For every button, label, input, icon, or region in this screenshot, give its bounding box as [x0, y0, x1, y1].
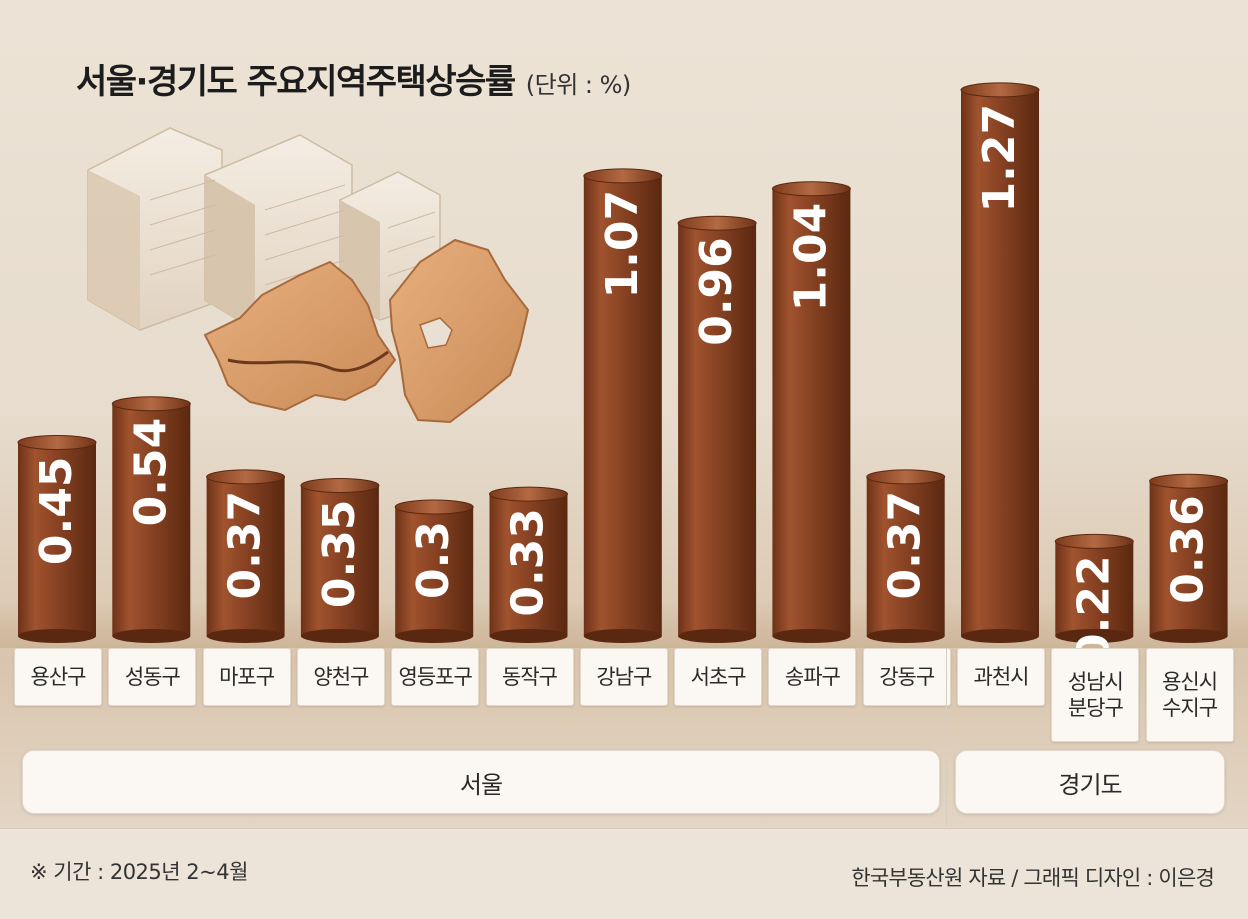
bar-11: 1.27 [960, 82, 1040, 643]
bar-value-label: 1.07 [597, 190, 648, 299]
bar-cap [394, 499, 474, 515]
title-row: 서울·경기도 주요지역주택상승률 (단위 : %) [76, 54, 631, 104]
category-label: 용산구 [14, 648, 102, 706]
seoul-map-icon [203, 260, 397, 412]
bar-cap [206, 469, 286, 485]
bar-value-label: 0.3 [408, 521, 459, 599]
bar-value-label: 0.22 [1068, 555, 1119, 664]
category-label: 용신시 수지구 [1145, 648, 1234, 742]
bar-9: 1.04 [771, 181, 851, 643]
bar-base [961, 629, 1039, 643]
bar-cap [489, 486, 568, 502]
category-label: 서초구 [674, 648, 763, 706]
bar-body [1055, 541, 1134, 636]
gyeonggi-map-icon [388, 238, 530, 424]
bar-value-label: 0.37 [220, 491, 271, 600]
bar-body [583, 175, 662, 636]
bar-body [678, 223, 757, 636]
bar-base [206, 629, 285, 643]
bar-cap [1149, 473, 1229, 489]
group-label-2: 경기도 [955, 750, 1225, 814]
bar-base [395, 629, 474, 643]
bar-body [489, 494, 568, 636]
unit-label: (단위 : %) [525, 71, 632, 99]
bar-base [678, 629, 757, 643]
city-map-illustration [87, 127, 530, 424]
bar-12: 0.22 [1054, 533, 1134, 664]
bar-cap [771, 181, 851, 197]
category-label: 강남구 [579, 648, 668, 706]
bar-base [489, 629, 568, 643]
group-label-1: 서울 [22, 750, 940, 814]
bar-base [18, 629, 96, 643]
category-label: 성남시 분당구 [1051, 648, 1140, 742]
bar-10: 0.37 [866, 469, 946, 643]
bar-4: 0.35 [300, 478, 380, 643]
bar-value-label: 0.36 [1163, 495, 1214, 604]
category-label: 성동구 [108, 648, 197, 706]
bar-cap [960, 82, 1040, 98]
bar-body [866, 476, 945, 636]
bar-body [395, 507, 474, 636]
bar-cap [583, 168, 663, 184]
footer-source: 한국부동산원 자료 / 그래픽 디자인 : 이은경 [851, 866, 1214, 890]
bar-cap [1054, 533, 1134, 549]
bar-value-label: 0.45 [31, 457, 82, 566]
bar-base [300, 629, 379, 643]
group-divider [946, 648, 947, 826]
category-label: 과천시 [957, 648, 1045, 706]
bar-base [866, 629, 945, 643]
bar-cap [17, 435, 97, 450]
bar-base [112, 629, 191, 643]
bar-base [772, 629, 851, 643]
bar-value-label: 0.35 [314, 500, 365, 609]
bar-13: 0.36 [1149, 473, 1229, 643]
bar-5: 0.3 [394, 499, 474, 643]
bar-series: 0.45 0.54 0.37 0.35 0.3 0.33 1.07 0.96 1.04 0.37 1… [17, 82, 1229, 664]
bar-6: 0.33 [489, 486, 568, 643]
footer-band [0, 828, 1248, 919]
bar-body [206, 476, 285, 636]
bar-base [583, 629, 662, 643]
bar-value-label: 1.27 [974, 104, 1025, 213]
bar-body [300, 485, 379, 636]
bar-base [1149, 629, 1228, 643]
bar-8: 0.96 [677, 215, 757, 643]
bar-cap [677, 215, 757, 231]
bar-cap [300, 478, 380, 493]
bar-2: 0.54 [111, 396, 191, 643]
category-label: 강동구 [862, 648, 951, 706]
bar-cap [111, 396, 191, 412]
bar-value-label: 0.37 [880, 491, 931, 600]
bar-body [961, 89, 1039, 636]
chart-title: 서울·경기도 주요지역주택상승률 [76, 62, 516, 102]
bar-base [1055, 629, 1134, 643]
bar-1: 0.45 [17, 435, 97, 643]
bar-value-label: 0.96 [691, 237, 742, 346]
bar-body [112, 403, 191, 636]
bar-body [1149, 481, 1228, 636]
bar-body [772, 188, 851, 637]
footer-period: ※ 기간 : 2025년 2~4월 [30, 860, 248, 884]
category-label: 송파구 [768, 648, 857, 706]
category-label: 동작구 [485, 648, 574, 706]
bar-value-label: 0.33 [503, 508, 554, 617]
bar-3: 0.37 [206, 469, 286, 643]
category-label: 양천구 [296, 648, 385, 706]
bar-body [18, 442, 96, 636]
category-label: 마포구 [202, 648, 291, 706]
bar-value-label: 0.54 [125, 418, 176, 527]
bar-value-label: 1.04 [785, 203, 836, 312]
bar-cap [866, 469, 946, 485]
category-label: 영등포구 [391, 648, 480, 706]
bar-7: 1.07 [583, 168, 663, 643]
